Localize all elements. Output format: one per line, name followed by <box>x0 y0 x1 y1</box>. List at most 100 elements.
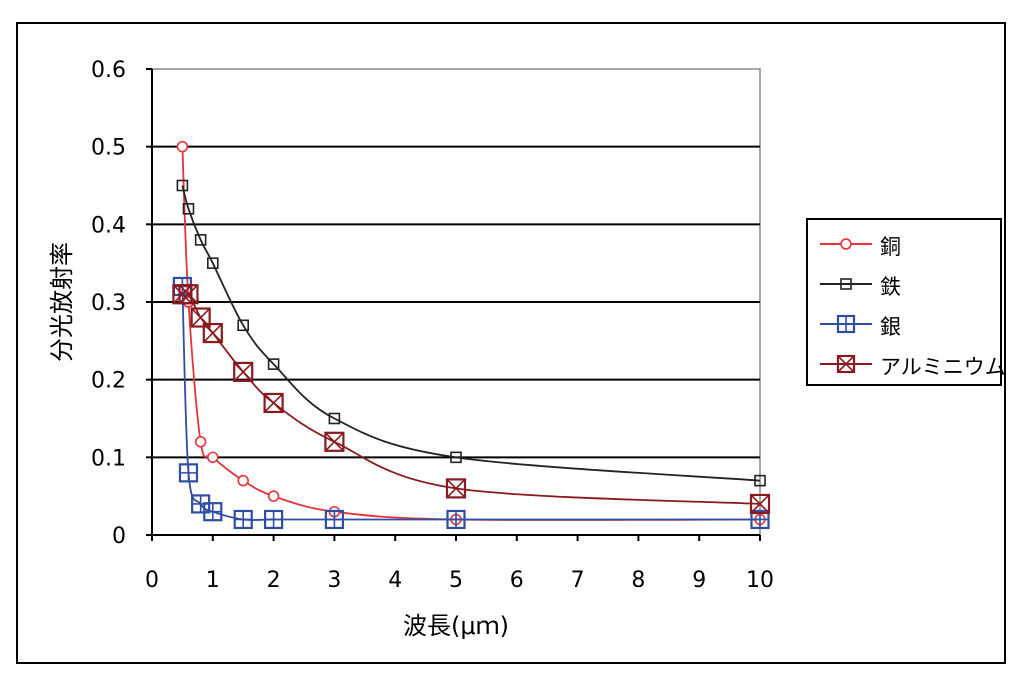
marker-square <box>267 358 280 370</box>
marker-square <box>176 179 189 192</box>
y-tick-label: 0.5 <box>91 136 126 161</box>
data-point <box>450 451 462 464</box>
legend-swatch <box>820 354 872 374</box>
y-axis-title: 分光放射率 <box>48 242 76 362</box>
x-tick-label: 10 <box>746 568 774 593</box>
data-point <box>202 322 223 344</box>
data-point <box>237 319 249 332</box>
data-point <box>263 392 284 414</box>
x-axis-title: 波長(μｍ) <box>403 612 509 640</box>
data-point <box>194 436 207 448</box>
marker-square <box>450 451 462 464</box>
data-point <box>207 257 219 269</box>
legend-item-aluminium: アルミニウム <box>808 346 1006 382</box>
series-2 <box>172 276 770 530</box>
marker-x-b <box>837 355 855 373</box>
x-tick-label: 3 <box>327 568 341 593</box>
legend-swatch <box>820 238 872 250</box>
marker-square <box>749 493 771 515</box>
data-point <box>446 509 466 530</box>
y-tick-label: 0.2 <box>91 369 126 394</box>
marker-square <box>202 322 223 344</box>
y-tick-label: 0.3 <box>91 291 126 316</box>
data-point <box>836 314 856 334</box>
marker-square <box>233 361 254 382</box>
marker-square <box>445 478 467 499</box>
data-point <box>194 234 207 246</box>
data-point <box>836 354 856 374</box>
axes <box>146 68 761 541</box>
data-point <box>267 490 280 502</box>
marker-square <box>840 278 852 290</box>
marker-x-b <box>750 494 770 514</box>
marker-square <box>836 354 856 374</box>
y-tick-label: 0 <box>112 524 126 549</box>
marker-x-b <box>446 478 466 498</box>
data-point <box>324 431 345 452</box>
data-point <box>182 203 195 215</box>
marker-square <box>194 234 207 246</box>
legend-swatch <box>820 278 872 290</box>
legend: 銅 鉄 銀 アルミニウム <box>806 218 1006 386</box>
data-point <box>840 238 852 250</box>
legend-label: 銀 <box>880 315 901 339</box>
y-tick-label: 0.4 <box>91 213 126 238</box>
data-point <box>749 493 771 515</box>
data-point <box>176 140 189 153</box>
series-3 <box>172 284 771 515</box>
legend-item-iron: 鉄 <box>808 266 1000 302</box>
x-tick-label: 1 <box>206 568 220 593</box>
data-point <box>840 278 852 290</box>
data-point <box>264 509 284 530</box>
data-point <box>237 474 249 487</box>
data-point <box>207 451 219 464</box>
data-point <box>178 463 199 483</box>
x-tick-label: 2 <box>267 568 281 593</box>
x-tick-label: 7 <box>571 568 585 593</box>
series-layer <box>172 140 771 530</box>
data-point <box>267 358 280 370</box>
marker-square <box>324 431 345 452</box>
legend-swatch <box>820 314 872 334</box>
marker-x-b <box>172 284 192 304</box>
marker-square <box>263 392 284 414</box>
legend-item-copper: 銅 <box>808 226 1000 262</box>
data-point <box>754 474 766 487</box>
tick-labels: 0 0.1 0.2 0.3 0.4 0.5 0.6 0 1 2 3 4 5 6 7 8 9 10 <box>91 58 774 593</box>
series-line <box>181 185 761 482</box>
x-tick-label: 6 <box>510 568 524 593</box>
marker-x-b <box>203 323 223 343</box>
marker-square <box>237 319 249 332</box>
data-point <box>233 361 254 382</box>
x-tick-label: 9 <box>692 568 706 593</box>
marker-square <box>754 474 766 487</box>
legend-label: 銅 <box>880 235 901 259</box>
x-tick-label: 5 <box>449 568 463 593</box>
y-tick-label: 0.1 <box>91 446 126 471</box>
marker-square <box>182 203 195 215</box>
data-point <box>445 478 467 499</box>
marker-square <box>207 257 219 269</box>
marker-square <box>328 412 341 425</box>
series-1 <box>176 179 766 487</box>
marker-x-b <box>233 362 253 382</box>
data-point <box>178 284 199 305</box>
data-point <box>324 509 344 530</box>
chart-frame <box>16 22 1006 664</box>
legend-label: アルミニウム <box>880 355 1006 379</box>
x-tick-label: 4 <box>388 568 402 593</box>
marker-square <box>178 284 199 305</box>
marker-x-b <box>324 432 344 452</box>
data-point <box>176 179 189 192</box>
x-tick-label: 0 <box>145 568 159 593</box>
marker-square <box>190 307 211 328</box>
data-point <box>203 502 223 522</box>
marker-x-b <box>178 284 199 304</box>
marker-x-b <box>191 307 211 328</box>
legend-item-silver: 銀 <box>808 306 1000 342</box>
legend-label: 鉄 <box>880 275 901 299</box>
y-tick-label: 0.6 <box>91 58 126 83</box>
marker-x-b <box>264 393 284 413</box>
x-tick-label: 8 <box>631 568 645 593</box>
